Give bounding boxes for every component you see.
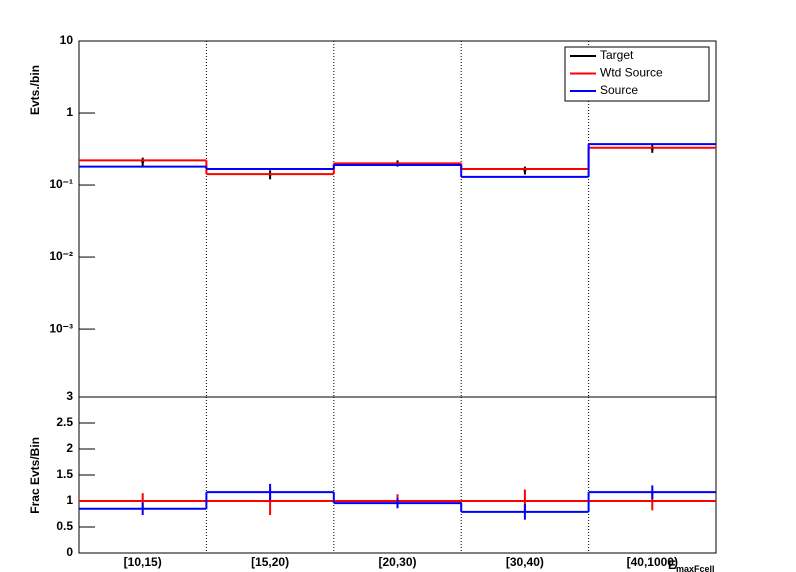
y-tick-label: 10 — [60, 33, 74, 47]
legend-label: Target — [600, 48, 634, 62]
x-axis-label: EmaxFcell — [668, 558, 715, 572]
y-tick-label: 1.5 — [56, 467, 73, 481]
y-tick-label: 0.5 — [56, 519, 73, 533]
legend-label: Wtd Source — [600, 66, 663, 80]
x-tick-label: [30,40) — [506, 555, 544, 569]
x-tick-label: [10,15) — [124, 555, 162, 569]
y-tick-label: 10⁻² — [49, 249, 73, 263]
y-tick-label: 1 — [66, 493, 73, 507]
y-axis-label: Evts./bin — [28, 65, 42, 115]
x-axis-label-sub: maxFcell — [676, 564, 715, 572]
y-tick-label: 2.5 — [56, 415, 73, 429]
legend: Target Wtd Source Source — [564, 46, 710, 102]
y-axis-label: Frac Evts/Bin — [28, 437, 42, 514]
plot-frame — [78, 396, 717, 554]
y-tick-label: 2 — [66, 441, 73, 455]
y-tick-label: 0 — [66, 545, 73, 559]
x-tick-label: [20,30) — [378, 555, 416, 569]
legend-label: Source — [600, 83, 638, 97]
x-tick-label: [40,1000) — [627, 555, 678, 569]
x-tick-label: [15,20) — [251, 555, 289, 569]
y-tick-label: 10⁻³ — [49, 321, 73, 335]
y-tick-label: 10⁻¹ — [49, 177, 73, 191]
x-axis-label-main: E — [668, 558, 676, 572]
y-tick-label: 1 — [66, 105, 73, 119]
y-tick-label: 3 — [66, 389, 73, 403]
